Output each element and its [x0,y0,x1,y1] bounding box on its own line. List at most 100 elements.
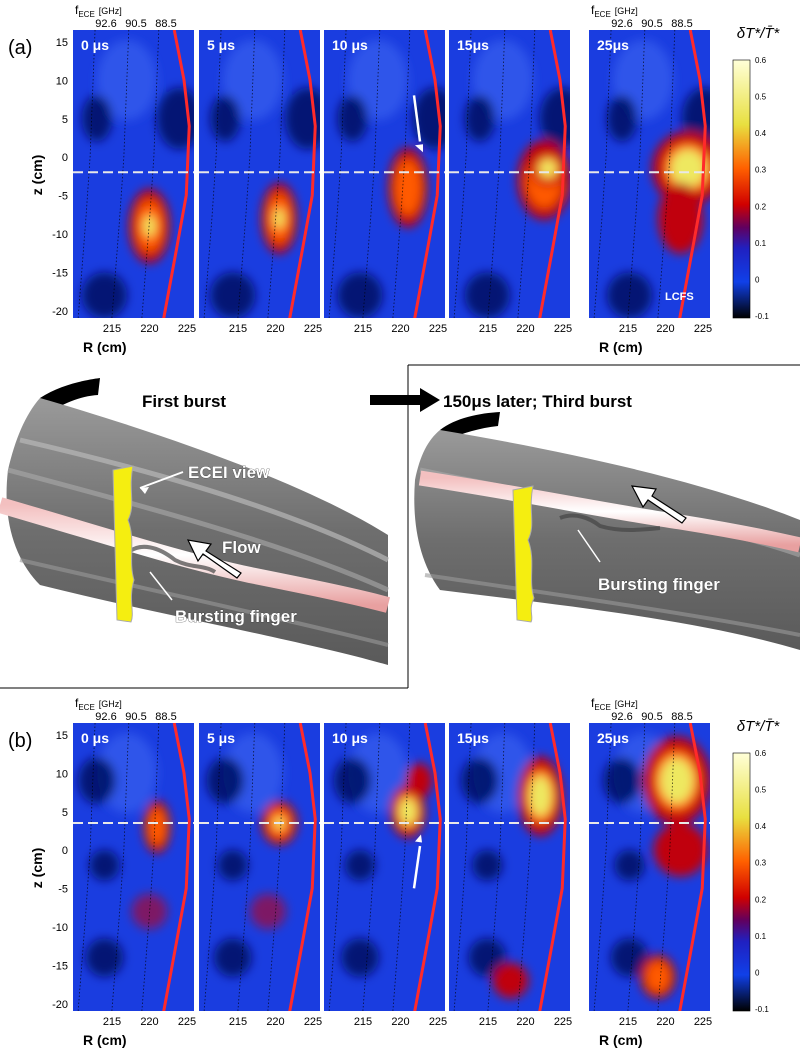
freq-tick-label: 90.5 [641,18,662,30]
dark-region [341,938,379,977]
panel-time: 0 μs [81,730,109,746]
y-tick-label: 10 [56,75,68,87]
dark-region [85,938,124,977]
flux-surface [627,30,646,318]
lcfs-line [413,723,442,1011]
hot-region [539,159,557,178]
x-axis-label: R (cm) [83,1032,127,1048]
freq-unit: [GHz] [99,6,122,16]
dark-region [464,95,495,142]
x-tick-label: 215 [229,1016,247,1028]
ecei-panel [199,723,320,1011]
colorbar [732,59,751,319]
y-tick-label: 15 [56,37,68,49]
flow-arrow [186,539,242,579]
panel-time: 15μs [457,37,489,53]
flux-stripe [418,470,800,553]
colorbar-tick-label: 0.6 [755,749,767,758]
freq-symbol: f [75,696,79,710]
flux-surface [267,30,286,318]
y-tick-label: 15 [56,730,68,742]
flux-surface [141,30,160,318]
x-tick-label: 225 [304,323,322,335]
freq-subscript: ECE [594,10,610,19]
freq-tick-label: 92.6 [611,711,632,723]
x-tick-label: 225 [694,323,712,335]
hot-region [394,159,422,216]
panel-time: 25μs [597,37,629,53]
hot-region [274,207,285,230]
freq-tick-label: 92.6 [95,18,116,30]
dark-region [82,95,112,142]
freq-axis-label: fECE [GHz] [591,696,638,712]
freq-axis-label: fECE [GHz] [75,696,122,712]
hot-region [653,823,708,877]
flux-surface [141,723,160,1011]
y-tick-label: 5 [62,807,68,819]
x-tick-label: 220 [391,1016,409,1028]
dark-region [78,757,116,804]
x-tick-label: 220 [140,1016,158,1028]
x-tick-label: 220 [140,323,158,335]
hot-region [250,893,286,930]
dark-region [607,95,637,142]
panel-time: 10 μs [332,730,368,746]
x-tick-label: 215 [229,323,247,335]
y-tick-label: -20 [52,999,68,1011]
ecei-panel [449,723,570,1011]
flux-surface [657,30,676,318]
pointer-arrow [412,95,422,142]
hot-region [658,182,703,254]
x-tick-label: 220 [516,1016,534,1028]
flow-arrow [630,485,687,524]
torus-ridge [19,437,390,563]
dark-region [345,849,375,881]
dark-region [210,272,256,318]
flux-surface [203,723,222,1011]
hot-region [148,808,166,846]
colorbar-title: δT*/T̄* [737,718,781,735]
pointer [149,571,173,601]
pointer [577,529,601,563]
flux-surface [392,723,411,1011]
flux-surface [111,30,130,318]
y-tick-label: 10 [56,768,68,780]
colorbar [732,752,751,1012]
x-tick-label: 225 [554,323,572,335]
lcfs-line [678,30,707,318]
x-tick-label: 215 [479,323,497,335]
dark-region [210,95,241,142]
flux-surface [517,723,536,1011]
left-title: First burst [142,392,226,411]
pointer-head [140,487,149,494]
y-tick-label: 0 [62,152,68,164]
y-tick-label: -5 [58,884,68,896]
finger [123,544,217,574]
hot-region [405,762,433,799]
ecei-panel [324,30,445,318]
y-axis-label: z (cm) [29,155,45,195]
row-label: (a) [8,37,32,59]
torus-ridge [424,573,800,637]
x-tick-label: 215 [479,1016,497,1028]
freq-axis-label: fECE [GHz] [591,3,638,19]
ecei-panel [73,723,194,1011]
dark-region [610,938,649,977]
freq-subscript: ECE [594,703,610,712]
hot-region [143,214,156,238]
dark-region [603,757,641,804]
y-tick-label: 0 [62,845,68,857]
x-tick-label: 220 [266,323,284,335]
flux-surface [328,30,347,318]
flux-surface [453,723,472,1011]
flux-surface [237,30,256,318]
emission-map [78,732,171,977]
x-axis-label: R (cm) [599,339,643,355]
x-tick-label: 215 [619,323,637,335]
flux-surface [487,30,506,318]
ecei-panel [73,30,194,318]
pointer [139,471,184,489]
panel-time: 15μs [457,730,489,746]
colorbar-tick-label: 0.5 [755,93,767,102]
